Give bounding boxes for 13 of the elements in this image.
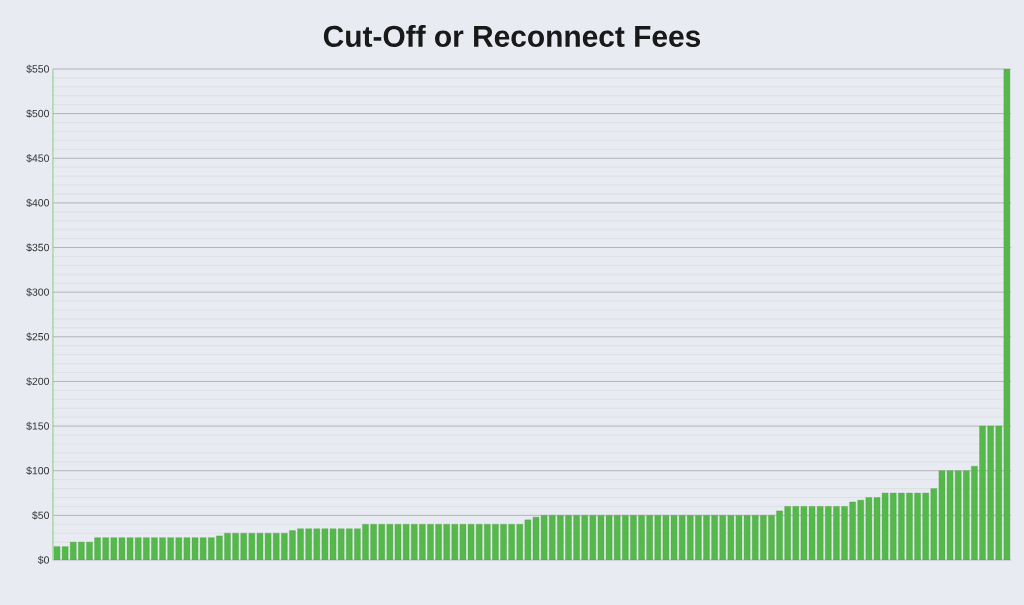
y-tick-label: $500 bbox=[26, 109, 50, 118]
chart-title: Cut-Off or Reconnect Fees bbox=[323, 25, 701, 47]
y-tick-label: $100 bbox=[26, 466, 50, 475]
y-tick-label: $450 bbox=[26, 154, 50, 163]
y-tick-label: $250 bbox=[26, 332, 50, 342]
y-tick-label: $150 bbox=[26, 421, 50, 431]
y-tick-label: $350 bbox=[26, 243, 50, 252]
y-tick-label: $50 bbox=[32, 511, 50, 520]
y-tick-label: $400 bbox=[26, 198, 50, 208]
y-tick-label: $200 bbox=[26, 377, 50, 386]
y-tick-label: $0 bbox=[37, 555, 50, 565]
y-tick-label: $550 bbox=[26, 64, 50, 74]
y-tick-label: $300 bbox=[26, 287, 50, 297]
